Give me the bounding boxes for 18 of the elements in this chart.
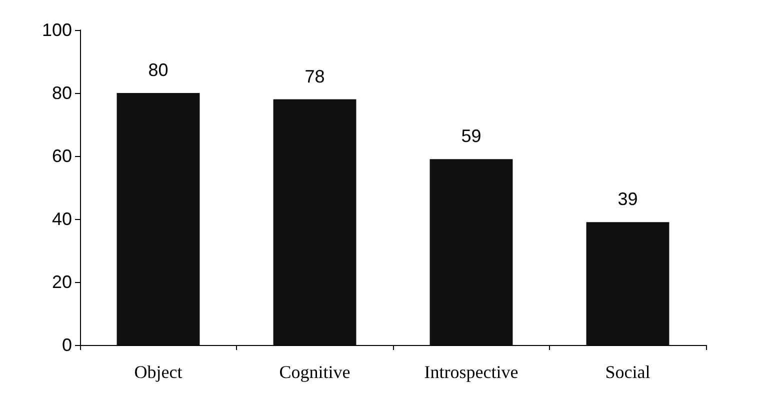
x-tick-label: Social xyxy=(605,362,650,382)
y-tick-label: 80 xyxy=(52,83,72,103)
x-tick-label: Object xyxy=(134,362,182,382)
y-tick-label: 40 xyxy=(52,209,72,229)
x-tick-label: Introspective xyxy=(424,362,518,382)
bar xyxy=(586,222,670,345)
data-label: 78 xyxy=(304,66,325,86)
data-label: 59 xyxy=(461,126,482,146)
bar xyxy=(273,99,356,345)
bar xyxy=(116,93,200,345)
y-tick-label: 20 xyxy=(52,272,72,292)
y-tick-label: 100 xyxy=(42,20,72,40)
bar xyxy=(430,159,513,345)
y-tick-label: 60 xyxy=(52,146,72,166)
data-label: 80 xyxy=(148,60,168,80)
data-label: 39 xyxy=(618,189,638,210)
x-tick-label: Cognitive xyxy=(279,362,350,382)
y-tick-label: 0 xyxy=(62,335,72,355)
